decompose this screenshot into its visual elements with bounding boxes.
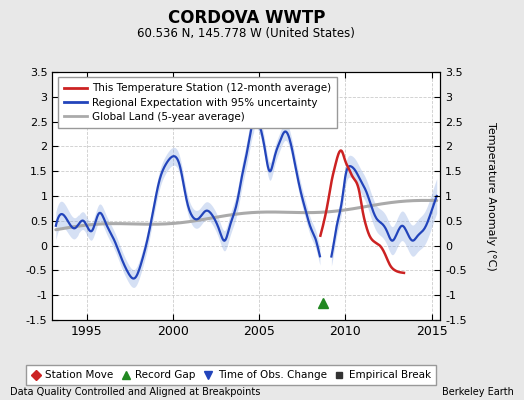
Y-axis label: Temperature Anomaly (°C): Temperature Anomaly (°C) <box>486 122 496 270</box>
Text: Berkeley Earth: Berkeley Earth <box>442 387 514 397</box>
Legend: Station Move, Record Gap, Time of Obs. Change, Empirical Break: Station Move, Record Gap, Time of Obs. C… <box>26 365 436 386</box>
Text: Data Quality Controlled and Aligned at Breakpoints: Data Quality Controlled and Aligned at B… <box>10 387 261 397</box>
Text: CORDOVA WWTP: CORDOVA WWTP <box>168 9 325 27</box>
Text: 60.536 N, 145.778 W (United States): 60.536 N, 145.778 W (United States) <box>137 28 355 40</box>
